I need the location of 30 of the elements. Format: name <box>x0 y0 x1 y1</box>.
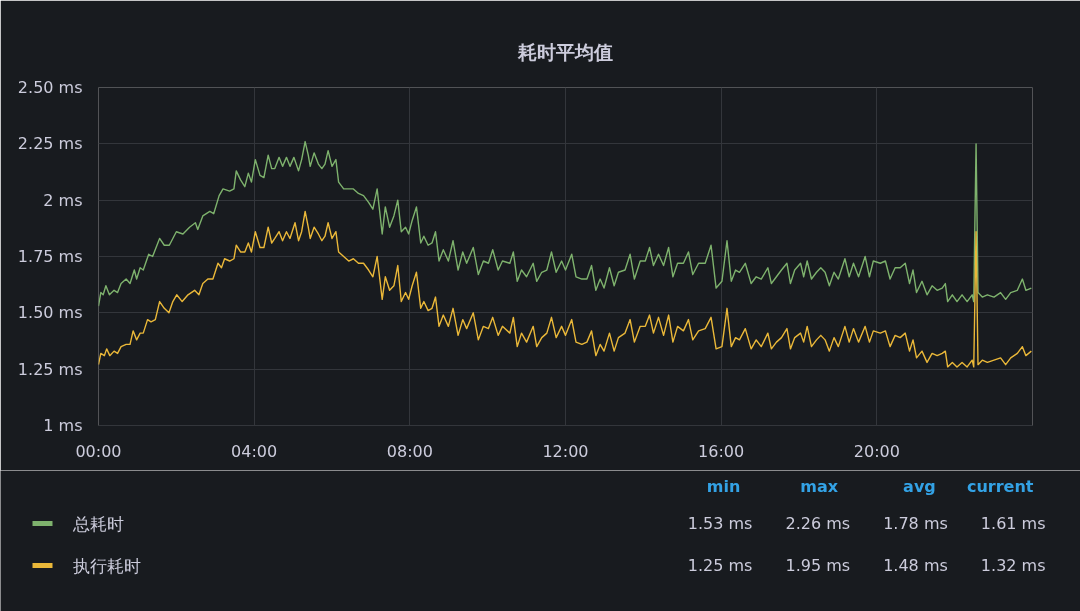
x-tick-label: 00:00 <box>75 441 122 461</box>
text: 1.25 ms <box>687 556 753 575</box>
legend-label: 执行耗时 <box>72 555 141 576</box>
text: 1.53 ms <box>687 514 753 533</box>
line-series <box>98 140 1033 307</box>
y-tick-label: 1 ms <box>43 416 83 435</box>
text: current <box>966 477 1034 496</box>
line-series <box>98 210 1033 368</box>
y-tick-label: 1.75 ms <box>17 247 83 266</box>
x-tick-label: 08:00 <box>386 441 433 461</box>
y-tick-label: 2.25 ms <box>17 134 83 154</box>
text: 1.61 ms <box>980 514 1046 533</box>
x-tick-label: 20:00 <box>853 441 900 461</box>
text: 1.48 ms <box>883 556 948 575</box>
x-tick-label: 12:00 <box>542 441 589 461</box>
text: 1.78 ms <box>883 514 948 533</box>
chart-title: 耗时平均值 <box>517 40 613 63</box>
text: max <box>800 477 839 496</box>
y-tick-label: 1.25 ms <box>17 359 83 379</box>
x-tick-label: 16:00 <box>698 441 745 461</box>
x-tick-label: 04:00 <box>231 441 278 461</box>
legend-label: 总耗时 <box>71 513 124 534</box>
text: avg <box>903 477 936 496</box>
y-tick-label: 1.50 ms <box>17 303 83 323</box>
text: 2.26 ms <box>785 514 851 533</box>
text: min <box>706 477 741 496</box>
y-tick-label: 2.50 ms <box>17 78 83 97</box>
y-tick-label: 2 ms <box>43 190 83 210</box>
text: 1.95 ms <box>785 556 851 575</box>
text: 1.32 ms <box>980 556 1046 575</box>
